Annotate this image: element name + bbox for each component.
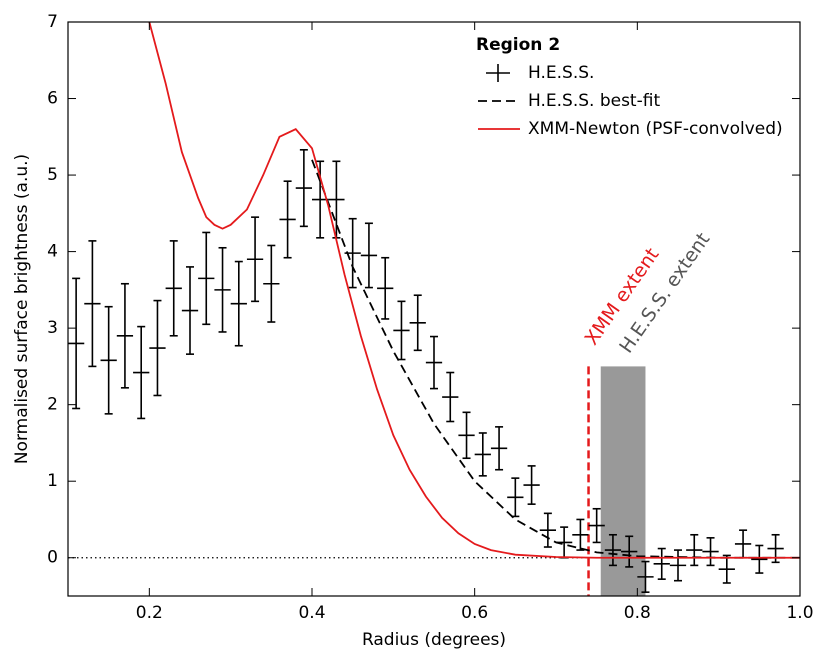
y-tick-label: 6 (47, 89, 58, 109)
data-point (425, 335, 443, 390)
data-point (116, 282, 134, 389)
legend-title: Region 2 (476, 35, 560, 55)
data-point (653, 547, 670, 580)
data-point (165, 240, 182, 337)
data-point (604, 533, 622, 567)
data-point (507, 477, 524, 518)
y-tick-label: 2 (47, 395, 58, 415)
data-point (539, 512, 556, 548)
data-point (409, 294, 426, 352)
y-axis-label: Normalised surface brightness (a.u.) (12, 154, 32, 464)
data-point (637, 560, 654, 593)
y-tick-label: 5 (47, 165, 58, 185)
x-axis-label: Radius (degrees) (362, 630, 506, 650)
y-tick-label: 1 (47, 471, 58, 491)
y-tick-label: 4 (47, 242, 58, 262)
data-point (702, 537, 719, 567)
data-point (279, 180, 296, 259)
extent-band (600, 366, 646, 596)
data-point (621, 535, 638, 568)
series-line (148, 22, 800, 559)
x-tick-label: 0.8 (624, 603, 651, 623)
data-point (230, 260, 247, 347)
data-point (588, 507, 605, 544)
data-point (100, 305, 117, 415)
data-point (572, 518, 589, 551)
data-point (393, 300, 410, 361)
y-tick-label: 7 (47, 12, 58, 32)
series-line (311, 159, 800, 559)
data-point (686, 533, 703, 567)
x-tick-label: 1.0 (786, 603, 813, 623)
data-point (442, 371, 459, 423)
data-point (734, 529, 752, 559)
data-point (377, 256, 394, 320)
data-point (474, 432, 491, 477)
data-point (360, 222, 378, 289)
data-point (198, 231, 215, 326)
legend-label: H.E.S.S. best-fit (528, 91, 660, 111)
data-point (133, 325, 150, 420)
x-tick-label: 0.6 (461, 603, 488, 623)
y-tick-label: 3 (47, 318, 58, 338)
data-point (344, 217, 361, 289)
data-point (181, 266, 199, 355)
x-tick-label: 0.2 (136, 603, 163, 623)
plot-frame (67, 21, 801, 597)
x-tick-label: 0.4 (298, 603, 325, 623)
data-point (669, 549, 687, 582)
data-point (490, 426, 508, 471)
data-point (751, 544, 768, 574)
data-point (718, 554, 735, 584)
data-point (84, 240, 101, 368)
data-point (523, 465, 540, 505)
data-point (458, 411, 475, 460)
data-point (328, 160, 345, 239)
data-point (149, 299, 166, 397)
data-point (263, 244, 280, 323)
legend-label: XMM-Newton (PSF-convolved) (528, 119, 783, 139)
data-point (214, 246, 231, 333)
y-tick-label: 0 (47, 548, 58, 568)
plot (68, 22, 800, 596)
data-point (68, 277, 85, 410)
data-point (295, 149, 312, 228)
data-point (246, 216, 264, 303)
legend-label: H.E.S.S. (528, 63, 594, 83)
